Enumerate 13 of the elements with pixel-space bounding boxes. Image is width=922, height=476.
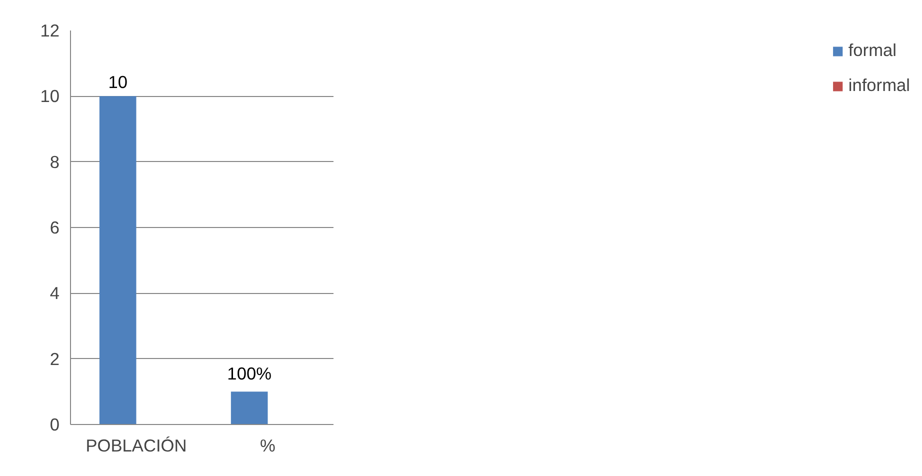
data-label: 100%: [227, 364, 272, 384]
y-tick-label: 10: [40, 86, 60, 106]
y-tick-label: 4: [50, 283, 60, 304]
y-tick-label: 12: [40, 20, 60, 40]
y-tick-label: 0: [50, 414, 60, 434]
data-label: 10: [108, 72, 128, 92]
legend-label: formal: [848, 40, 897, 61]
legend-label: informal: [848, 75, 910, 96]
x-tick-label: %: [260, 436, 276, 456]
y-tick-label: 8: [50, 152, 60, 172]
y-tick-label: 2: [50, 348, 60, 369]
x-tick-label: POBLACIÓN: [86, 436, 187, 456]
y-tick-label: 6: [50, 218, 60, 238]
